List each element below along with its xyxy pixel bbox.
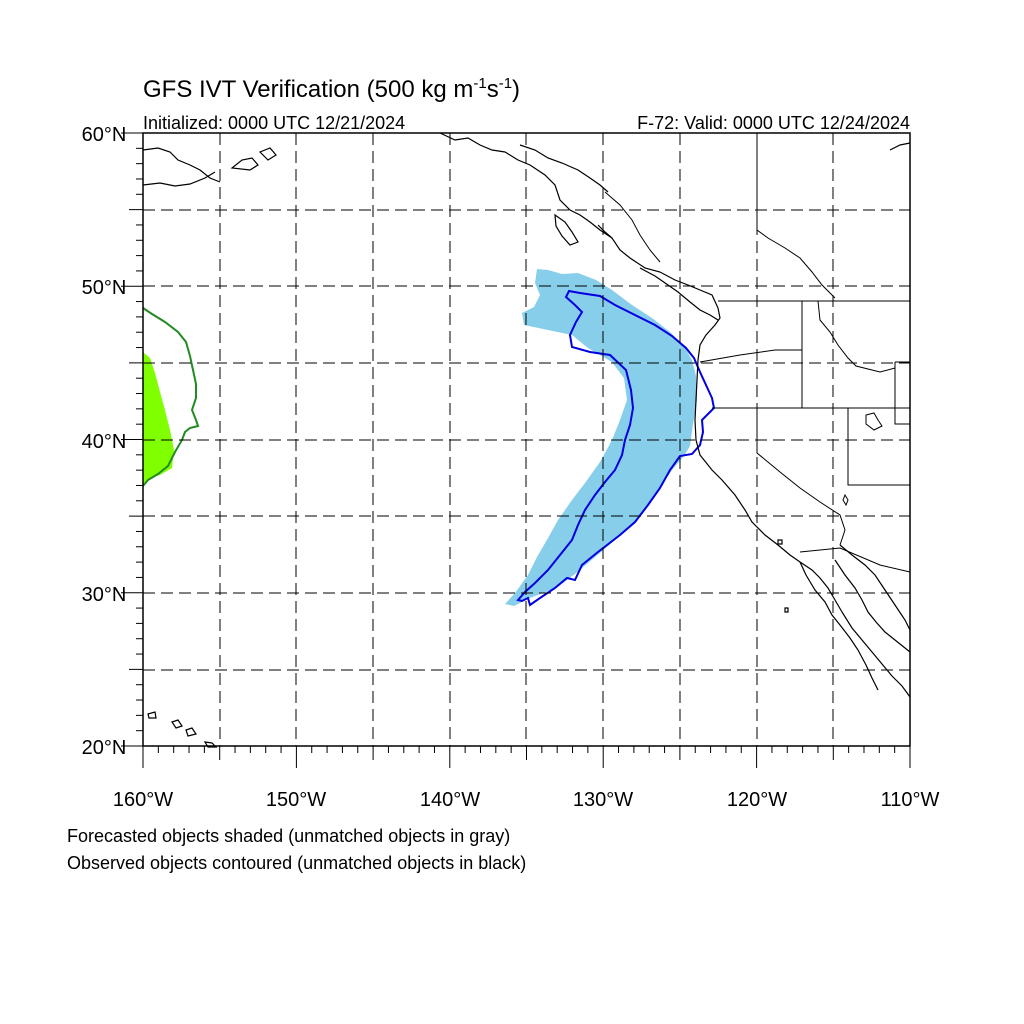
longitude-labels: 160°W 150°W 140°W 130°W 120°W 110°W xyxy=(113,789,940,811)
latitude-labels: 60°N 50°N 40°N 30°N 20°N xyxy=(82,124,127,759)
observed-ivt-contour-matched xyxy=(516,289,716,607)
lon-label-130w: 130°W xyxy=(573,789,633,811)
lon-label-160w: 160°W xyxy=(113,789,173,811)
lat-lon-gridlines xyxy=(143,133,910,746)
note-observed-objects: Observed objects contoured (unmatched ob… xyxy=(67,853,526,873)
figure-title: GFS IVT Verification (500 kg m-1s-1) xyxy=(143,75,520,103)
political-borders xyxy=(604,133,911,573)
map-plot-area xyxy=(142,132,911,748)
lat-label-40: 40°N xyxy=(82,431,127,453)
lat-label-60: 60°N xyxy=(82,124,127,146)
lon-label-150w: 150°W xyxy=(266,789,326,811)
axis-ticks xyxy=(121,132,911,768)
forecast-ivt-object-west xyxy=(143,352,174,485)
lon-label-120w: 120°W xyxy=(727,789,787,811)
lat-label-50: 50°N xyxy=(82,277,127,299)
note-forecast-objects: Forecasted objects shaded (unmatched obj… xyxy=(67,826,510,846)
lon-label-110w: 110°W xyxy=(881,789,940,811)
observed-ivt-contour-west xyxy=(142,307,200,487)
valid-time-label: F-72: Valid: 0000 UTC 12/24/2024 xyxy=(637,113,910,133)
forecast-ivt-object-matched xyxy=(505,269,697,606)
lon-label-140w: 140°W xyxy=(420,789,480,811)
init-time-label: Initialized: 0000 UTC 12/21/2024 xyxy=(143,113,405,133)
lat-label-30: 30°N xyxy=(82,584,127,606)
coastlines xyxy=(142,132,911,748)
lat-label-20: 20°N xyxy=(82,737,127,759)
